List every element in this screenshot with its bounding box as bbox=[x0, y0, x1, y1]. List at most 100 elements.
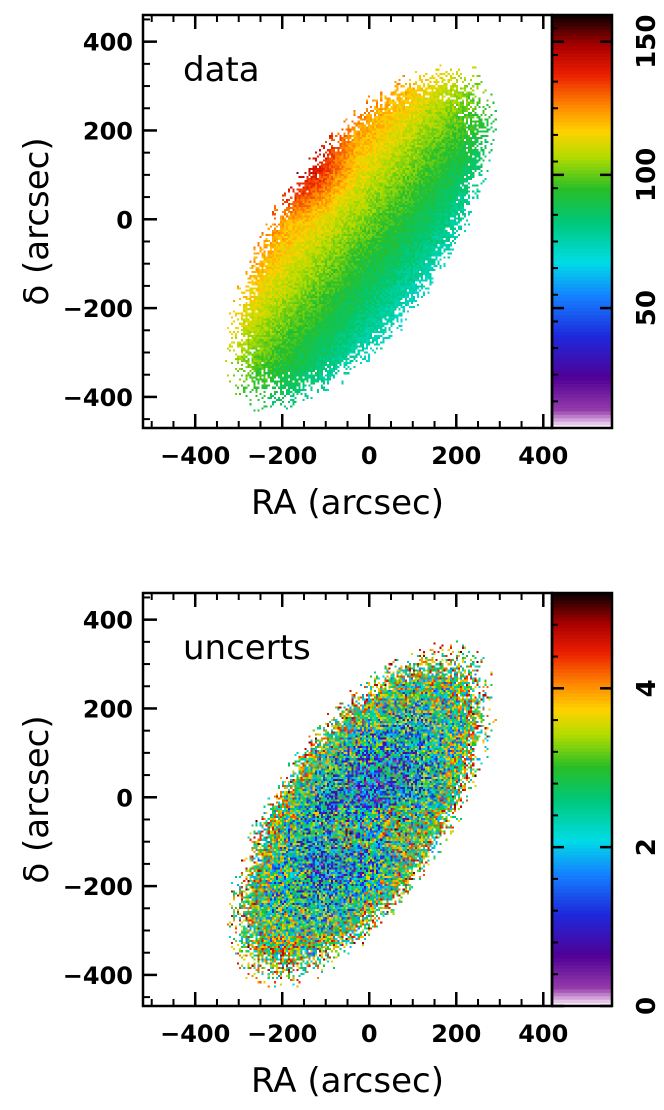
colorbar-segment bbox=[552, 383, 612, 388]
panel-label: uncerts bbox=[183, 628, 311, 668]
colorbar-segment bbox=[552, 610, 612, 615]
colorbar-segment bbox=[552, 297, 612, 302]
velocity-map-image bbox=[143, 15, 552, 428]
colorbar-tick-label: 4 bbox=[632, 679, 662, 697]
colorbar-segment bbox=[552, 207, 612, 212]
uncertainty-panel: 0 2 4 −400 −200 0 200 400 −400 −200 0 200 400 RA (arc… bbox=[17, 591, 662, 1101]
colorbar-segment bbox=[552, 623, 612, 629]
colorbar-segment bbox=[552, 978, 612, 983]
colorbar-segment bbox=[552, 211, 612, 216]
colorbar-segment bbox=[552, 734, 612, 739]
colorbar-segment bbox=[552, 830, 612, 835]
colorbar-segment bbox=[552, 338, 612, 343]
colorbar-segment bbox=[552, 851, 612, 856]
y-tick-label: 400 bbox=[83, 29, 133, 57]
colorbar-segment bbox=[552, 775, 612, 780]
colorbar-segment bbox=[552, 950, 612, 955]
colorbar-segment bbox=[552, 276, 612, 281]
colorbar-segment bbox=[552, 909, 612, 914]
colorbar-segment bbox=[552, 304, 612, 309]
colorbar-segment bbox=[552, 637, 612, 642]
colorbar-segment bbox=[552, 162, 612, 168]
uncertainty-map-image bbox=[143, 593, 552, 1006]
colorbar-segment bbox=[552, 634, 612, 639]
colorbar-segment bbox=[552, 617, 612, 622]
colorbar-segment bbox=[552, 107, 612, 112]
colorbar-segment bbox=[552, 173, 612, 178]
colorbar-segment bbox=[552, 307, 612, 312]
colorbar-segment bbox=[552, 118, 612, 123]
colorbar-segment bbox=[552, 964, 612, 969]
colorbar-segment bbox=[552, 692, 612, 697]
colorbar-segment bbox=[552, 661, 612, 666]
colorbar-segment bbox=[552, 366, 612, 371]
colorbar-segment bbox=[552, 888, 612, 894]
colorbar-segment bbox=[552, 844, 612, 849]
colorbar-segment bbox=[552, 376, 612, 381]
colorbar-segment bbox=[552, 854, 612, 859]
colorbar-segment bbox=[552, 882, 612, 887]
colorbar-segment bbox=[552, 317, 612, 322]
colorbar-segment bbox=[552, 135, 612, 140]
colorbar-segment bbox=[552, 114, 612, 119]
y-tick-label: −200 bbox=[63, 873, 133, 901]
colorbar-segment bbox=[552, 902, 612, 907]
colorbar-segment bbox=[552, 400, 612, 405]
colorbar-segment bbox=[552, 613, 612, 618]
colorbar-segment bbox=[552, 919, 612, 924]
colorbar-segment bbox=[552, 937, 612, 942]
colorbar-segment bbox=[552, 1002, 612, 1007]
colorbar-segment bbox=[552, 63, 612, 68]
colorbar-segment bbox=[552, 768, 612, 773]
colorbar-segment bbox=[552, 128, 612, 133]
colorbar-segment bbox=[552, 156, 612, 161]
colorbar-segment bbox=[552, 899, 612, 904]
colorbar-segment bbox=[552, 235, 612, 240]
colorbar-segment bbox=[552, 145, 612, 150]
colorbar-segment bbox=[552, 785, 612, 790]
colorbar-segment bbox=[552, 259, 612, 264]
colorbar-segment bbox=[552, 28, 612, 33]
colorbar-segment bbox=[552, 995, 612, 1000]
colorbar-segment bbox=[552, 813, 612, 818]
colorbar-segment bbox=[552, 328, 612, 333]
y-tick-label: −400 bbox=[63, 384, 133, 412]
colorbar-segment bbox=[552, 926, 612, 931]
x-tick-label: 200 bbox=[431, 1020, 481, 1048]
colorbar-tick-label: 0 bbox=[632, 997, 662, 1015]
colorbar-segment bbox=[552, 266, 612, 271]
colorbar-segment bbox=[552, 895, 612, 900]
colorbar-segment bbox=[552, 111, 612, 116]
colorbar-segment bbox=[552, 620, 612, 625]
colorbar-segment bbox=[552, 159, 612, 164]
colorbar-segment bbox=[552, 352, 612, 357]
colorbar-segment bbox=[552, 871, 612, 876]
colorbar-segment bbox=[552, 183, 612, 188]
colorbar-segment bbox=[552, 83, 612, 88]
colorbar-segment bbox=[552, 66, 612, 71]
colorbar-segment bbox=[552, 723, 612, 728]
colorbar-segment bbox=[552, 827, 612, 832]
colorbar-segment bbox=[552, 25, 612, 30]
colorbar-segment bbox=[552, 679, 612, 684]
colorbar-segment bbox=[552, 59, 612, 64]
colorbar-segment bbox=[552, 403, 612, 408]
x-tick-label: −200 bbox=[247, 442, 317, 470]
colorbar-segment bbox=[552, 864, 612, 869]
colorbar-segment bbox=[552, 923, 612, 928]
colorbar-segment bbox=[552, 407, 612, 412]
colorbar-segment bbox=[552, 262, 612, 267]
colorbar-segment bbox=[552, 782, 612, 787]
colorbar-segment bbox=[552, 641, 612, 646]
colorbar-tick-label: 150 bbox=[632, 15, 662, 69]
colorbar-segment bbox=[552, 218, 612, 223]
colorbar-segment bbox=[552, 280, 612, 285]
colorbar-segment bbox=[552, 771, 612, 777]
colorbar-segment bbox=[552, 630, 612, 635]
colorbar-segment bbox=[552, 293, 612, 298]
colorbar-segment bbox=[552, 792, 612, 797]
colorbar-segment bbox=[552, 727, 612, 732]
colorbar-segment bbox=[552, 314, 612, 319]
colorbar-segment bbox=[552, 651, 612, 656]
